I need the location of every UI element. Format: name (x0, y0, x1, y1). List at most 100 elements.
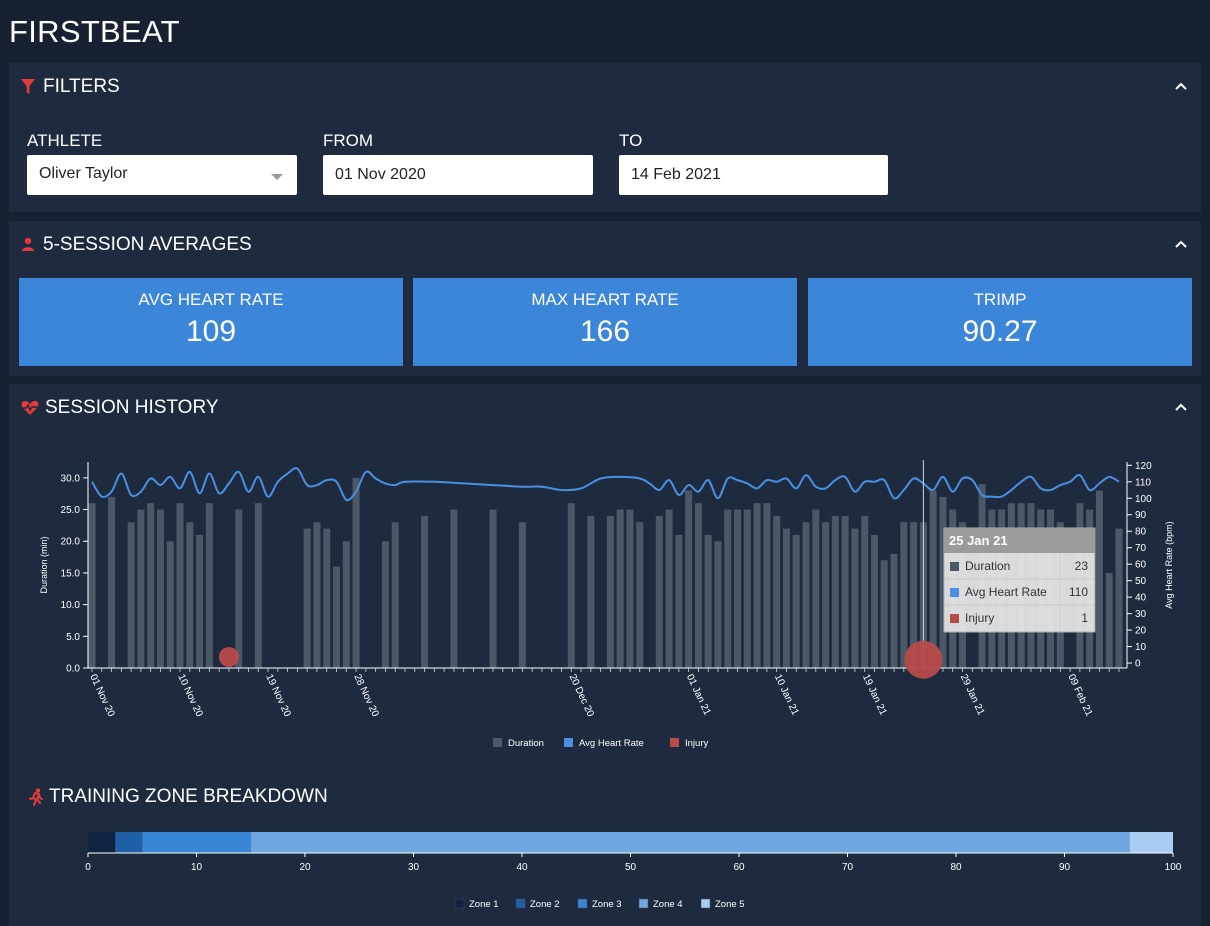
duration-bar (235, 509, 243, 668)
zone-tick-label: 90 (1059, 862, 1071, 873)
duration-bar (391, 522, 399, 668)
tooltip-swatch (950, 614, 959, 623)
filters-title: FILTERS (43, 76, 120, 97)
duration-bar (694, 503, 702, 668)
tooltip-row-label: Duration (965, 559, 1010, 573)
x-tick-label: 10 Nov 20 (175, 673, 204, 719)
zone-tick-label: 50 (625, 862, 637, 873)
duration-bar (929, 490, 937, 668)
zone-tick-label: 0 (85, 862, 91, 873)
duration-bar (704, 534, 712, 668)
heartbeat-icon (21, 400, 39, 416)
x-tick-label: 28 Nov 20 (351, 673, 380, 719)
duration-bar (939, 496, 947, 668)
duration-bar (489, 509, 497, 668)
duration-bar (1095, 490, 1103, 668)
to-date-value: 14 Feb 2021 (631, 166, 721, 183)
duration-bar (773, 515, 781, 668)
x-tick-label: 19 Nov 20 (263, 673, 292, 719)
zone-tick-label: 70 (842, 862, 854, 873)
injury-marker (218, 647, 239, 667)
collapse-chevron-icon[interactable] (1173, 79, 1189, 95)
chevron-down-icon (271, 174, 283, 180)
zone-legend-label: Zone 5 (715, 899, 745, 910)
zone-legend-swatch (577, 898, 588, 909)
from-date-input[interactable]: 01 Nov 2020 (323, 155, 593, 195)
duration-bar (166, 541, 174, 668)
zone-legend-label: Zone 4 (653, 899, 683, 910)
duration-bar (518, 522, 526, 668)
collapse-chevron-icon[interactable] (1173, 237, 1189, 253)
x-tick-label: 29 Jan 21 (958, 673, 987, 718)
duration-bar (587, 515, 595, 668)
trimp-card: TRIMP 90.27 (808, 278, 1192, 366)
filters-panel: FILTERS ATHLETE Oliver Taylor FROM 01 No… (9, 63, 1201, 212)
duration-bar (753, 503, 761, 668)
duration-bar (822, 522, 830, 668)
legend-label: Duration (508, 738, 544, 749)
y-tick-label: 15.0 (61, 568, 81, 579)
duration-bar (156, 509, 164, 668)
averages-panel: 5-SESSION AVERAGES AVG HEART RATE 109 MA… (9, 221, 1201, 376)
duration-bar (108, 496, 116, 668)
tooltip-row-label: Injury (965, 611, 994, 625)
y2-tick-label: 60 (1135, 560, 1147, 571)
zone-legend-label: Zone 1 (469, 899, 499, 910)
y2-tick-label: 90 (1135, 510, 1147, 521)
zone-tick-label: 30 (408, 862, 420, 873)
avg-heart-rate-line (91, 467, 1120, 502)
filters-header: FILTERS (21, 63, 1189, 111)
duration-bar (900, 522, 908, 668)
y2-tick-label: 20 (1135, 626, 1147, 637)
training-zone-chart: 0 10 20 30 40 50 60 70 80 90 100 Zone 1 Zone 2 Zone 3… (85, 832, 1182, 910)
duration-bar (147, 503, 155, 668)
tooltip-row-label: Avg Heart Rate (965, 585, 1047, 599)
x-tick-label: 09 Feb 21 (1065, 673, 1094, 719)
duration-bar (714, 541, 722, 668)
zone-tick-label: 10 (191, 862, 203, 873)
zone-segment (88, 832, 116, 853)
avg-heart-rate-card: AVG HEART RATE 109 (19, 278, 403, 366)
session-history-panel: SESSION HISTORY 0.0 5.0 10.0 15.0 20.0 25.0 30… (9, 384, 1201, 926)
legend-label: Injury (685, 738, 708, 749)
duration-bar (792, 534, 800, 668)
athlete-select[interactable]: Oliver Taylor (27, 155, 297, 195)
duration-bar (137, 509, 145, 668)
y2-tick-label: 70 (1135, 543, 1147, 554)
tooltip-row-value: 23 (1075, 559, 1089, 573)
duration-bar (734, 509, 742, 668)
duration-bar (782, 528, 790, 668)
y2-tick-label: 40 (1135, 593, 1147, 604)
x-tick-label: 20 Dec 20 (567, 673, 596, 719)
duration-bar (910, 522, 918, 668)
y2-tick-label: 80 (1135, 527, 1147, 538)
legend-swatch (670, 738, 679, 747)
duration-bar (626, 509, 634, 668)
collapse-chevron-icon[interactable] (1173, 400, 1189, 416)
session-history-header: SESSION HISTORY (21, 384, 1189, 432)
y2-tick-label: 120 (1135, 461, 1152, 472)
zone-segment (1129, 832, 1173, 853)
y2-tick-label: 30 (1135, 609, 1147, 620)
duration-bar (88, 503, 96, 668)
x-tick-label: 01 Nov 20 (87, 673, 116, 719)
legend-swatch (564, 738, 573, 747)
duration-bar (381, 541, 389, 668)
duration-bar (127, 522, 135, 668)
duration-bar (743, 509, 751, 668)
duration-bar (303, 528, 311, 668)
zone-tick-label: 20 (299, 862, 311, 873)
x-tick-label: 19 Jan 21 (860, 673, 889, 718)
duration-bar (176, 503, 184, 668)
legend-swatch (493, 738, 502, 747)
from-date-value: 01 Nov 2020 (335, 166, 426, 183)
to-label: TO (619, 131, 643, 150)
to-date-input[interactable]: 14 Feb 2021 (619, 155, 888, 195)
zone-legend-label: Zone 2 (530, 899, 560, 910)
filter-icon (21, 79, 37, 95)
session-history-title: SESSION HISTORY (45, 397, 219, 418)
duration-bar (763, 503, 771, 668)
user-icon (21, 237, 37, 253)
duration-bar (450, 509, 458, 668)
tooltip-row-value: 110 (1069, 585, 1088, 599)
